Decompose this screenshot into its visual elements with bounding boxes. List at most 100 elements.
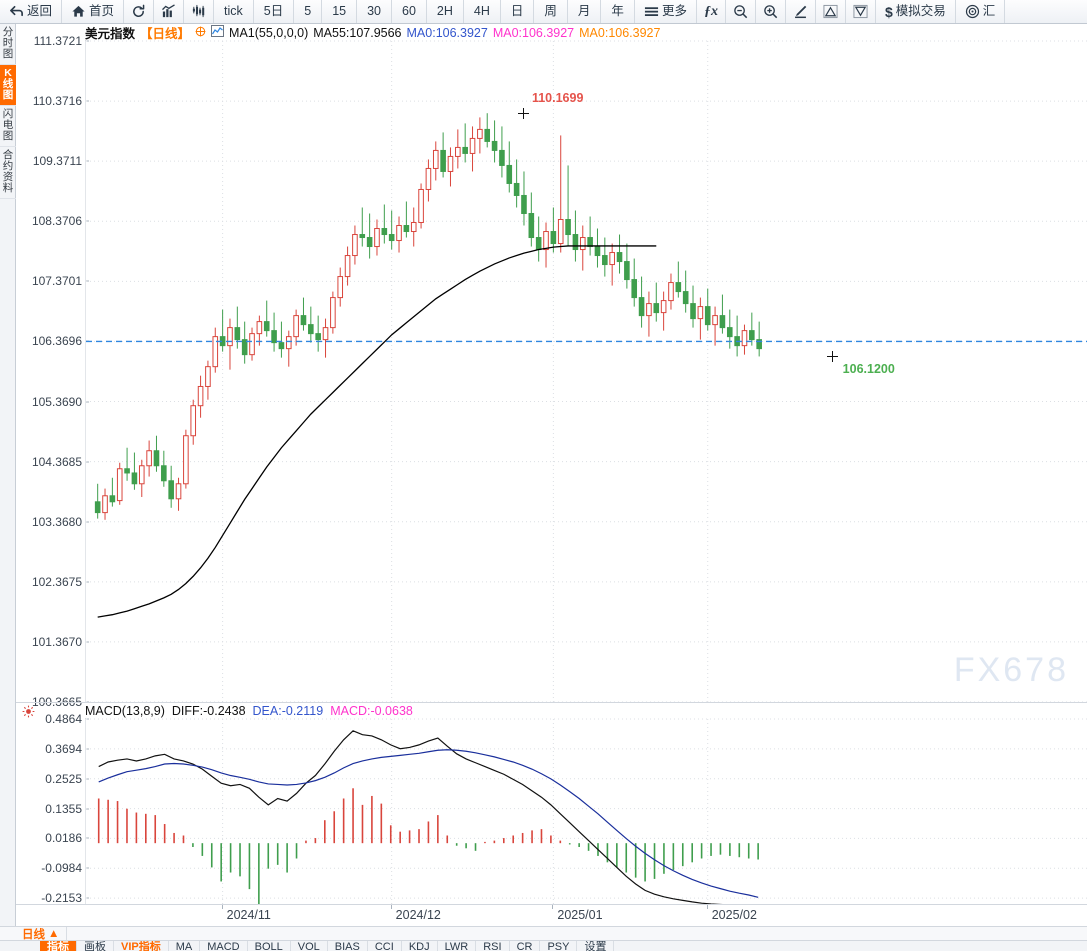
sidebar-item-lightning[interactable]: 闪电图 (0, 106, 16, 147)
sidebar-item-timeshare[interactable]: 分时图 (0, 24, 16, 65)
chart-bars-icon (161, 4, 176, 19)
candle (432, 141, 439, 181)
candle (675, 261, 682, 298)
period-month[interactable]: 月 (567, 0, 602, 23)
tab-indicator[interactable]: 指标 (40, 941, 77, 951)
x-axis-label: 2025/01 (557, 908, 603, 922)
candle (425, 159, 432, 202)
candle (227, 318, 233, 370)
candle (557, 135, 564, 253)
tab-cr[interactable]: CR (510, 941, 541, 951)
period-60[interactable]: 60 (392, 0, 427, 23)
tab-vol[interactable]: VOL (291, 941, 328, 951)
tab-vip-indicator[interactable]: VIP指标 (114, 941, 169, 951)
ma-indicator-icon[interactable] (211, 25, 225, 40)
tab-psy[interactable]: PSY (540, 941, 578, 951)
period-tick[interactable]: tick (214, 0, 254, 23)
tab-cci[interactable]: CCI (368, 941, 402, 951)
macd-y-axis-label: 0.0186 (45, 831, 82, 846)
zoom-out-icon (733, 4, 748, 19)
candle (506, 141, 513, 193)
zoom-out-button[interactable] (725, 0, 756, 23)
tab-rsi[interactable]: RSI (476, 941, 510, 951)
status-period-selector[interactable]: 日线 ▲ (0, 926, 68, 941)
tab-settings[interactable]: 设置 (577, 941, 615, 951)
candle (102, 488, 108, 520)
candle (278, 321, 285, 358)
price-header: 美元指数 【日线】 MA1(55,0,0,0) MA55:107.9566 MA… (85, 24, 660, 41)
candlestick-icon (191, 4, 206, 19)
formula-button[interactable]: ƒx (696, 0, 726, 23)
x-axis-tick (706, 905, 708, 909)
candle (94, 483, 101, 519)
period-30[interactable]: 30 (357, 0, 392, 23)
macd-plot (85, 718, 1087, 929)
period-week[interactable]: 周 (534, 0, 568, 23)
candle (263, 300, 270, 337)
low-price-label: 106.1200 (842, 362, 895, 377)
candle (168, 465, 174, 508)
period-4h[interactable]: 4H (463, 0, 501, 23)
tab-boll[interactable]: BOLL (248, 941, 291, 951)
candle (668, 273, 674, 310)
more-button[interactable]: 更多 (634, 0, 697, 23)
panel-divider (16, 702, 1087, 703)
candle (469, 126, 476, 172)
period-year[interactable]: 年 (601, 0, 635, 23)
sidebar-item-kline[interactable]: K线图 (0, 65, 16, 106)
candle (602, 237, 608, 277)
toolbar-item-label: 5 (304, 4, 312, 19)
x-axis-tick (221, 905, 223, 909)
macd-diff-value: DIFF:-0.2438 (171, 704, 246, 718)
sun-icon[interactable] (22, 705, 35, 723)
sidebar-item-contract-info[interactable]: 合约资料 (0, 147, 16, 199)
tab-ma[interactable]: MA (169, 941, 201, 951)
period-2h[interactable]: 2H (426, 0, 464, 23)
refresh-button[interactable] (124, 0, 155, 23)
instrument-name: 美元指数 (85, 27, 136, 41)
refresh-icon (131, 4, 146, 19)
back-button[interactable]: 返回 (0, 0, 63, 23)
tab-lwr[interactable]: LWR (438, 941, 477, 951)
candlestick-button[interactable] (184, 0, 215, 23)
draw-button[interactable] (785, 0, 816, 23)
fx-site-button[interactable]: 汇 (955, 0, 1006, 23)
period-5d[interactable]: 5日 (253, 0, 295, 23)
candle (704, 288, 711, 331)
candle (682, 270, 689, 313)
candle (543, 222, 549, 268)
toolbar-item-label: 日 (510, 4, 524, 19)
candle (513, 159, 520, 208)
candle (462, 123, 468, 163)
triangle-up-button[interactable] (815, 0, 846, 23)
macd-y-axis-label: -0.2153 (41, 891, 82, 906)
candle (550, 207, 557, 253)
left-sidebar: 分时图 K线图 闪电图 合约资料 (0, 24, 16, 926)
tab-kdj[interactable]: KDJ (402, 941, 438, 951)
ma-formula: MA1(55,0,0,0) (229, 25, 309, 40)
candle (352, 225, 358, 265)
tab-drawboard[interactable]: 画板 (77, 941, 114, 951)
tab-bias[interactable]: BIAS (328, 941, 368, 951)
period-15[interactable]: 15 (322, 0, 358, 23)
tab-macd[interactable]: MACD (200, 941, 248, 951)
status-bar: 日线 ▲ (0, 926, 1087, 941)
crosshair-toggle-icon[interactable] (195, 26, 206, 40)
triangle-down-button[interactable] (845, 0, 876, 23)
period-day[interactable]: 日 (500, 0, 535, 23)
fx-icon: ƒx (703, 3, 718, 19)
watermark: FX678 (953, 651, 1069, 689)
candle (109, 477, 116, 507)
zoom-in-button[interactable] (755, 0, 786, 23)
candle (293, 309, 299, 346)
candle (521, 171, 527, 226)
candle (285, 330, 292, 367)
candle (653, 282, 660, 322)
toolbar-item-label: 60 (402, 4, 416, 19)
simulated-trading-button[interactable]: $ 模拟交易 (875, 0, 956, 23)
chart-type-button[interactable] (154, 0, 185, 23)
toolbar-item-label: 返回 (27, 4, 53, 19)
toolbar-item-label: 月 (577, 4, 591, 19)
home-button[interactable]: 首页 (62, 0, 125, 23)
period-5[interactable]: 5 (294, 0, 323, 23)
